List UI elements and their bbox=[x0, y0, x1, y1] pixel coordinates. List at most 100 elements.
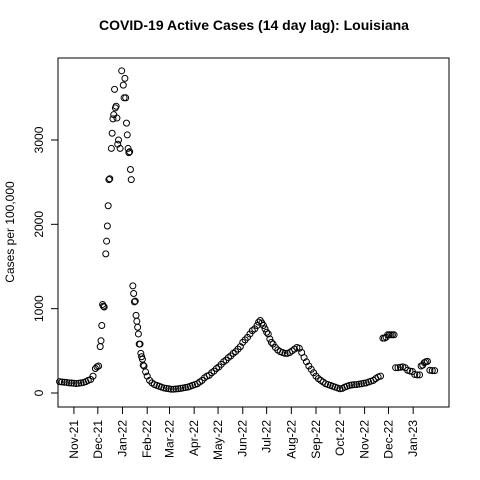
data-point bbox=[177, 384, 185, 392]
data-point bbox=[77, 379, 85, 387]
data-point bbox=[355, 380, 363, 388]
data-point bbox=[63, 378, 71, 386]
data-point bbox=[104, 202, 112, 210]
x-tick-label: Dec-22 bbox=[381, 420, 395, 459]
data-point bbox=[406, 367, 414, 375]
x-tick-label: Jul-22 bbox=[260, 420, 274, 453]
data-point bbox=[413, 371, 421, 379]
data-point bbox=[112, 102, 120, 110]
data-point bbox=[89, 372, 97, 380]
data-point bbox=[121, 74, 129, 82]
data-point bbox=[133, 317, 141, 325]
x-tick-label: May-22 bbox=[211, 420, 225, 460]
data-point bbox=[390, 331, 398, 339]
data-point bbox=[396, 363, 404, 371]
x-tick-label: Nov-21 bbox=[67, 420, 81, 459]
y-tick-label: 3000 bbox=[32, 126, 46, 153]
data-point bbox=[72, 380, 80, 388]
x-tick-label: Sep-22 bbox=[309, 420, 323, 459]
data-point bbox=[392, 364, 400, 372]
data-point bbox=[167, 385, 175, 393]
data-point bbox=[350, 381, 358, 389]
data-point bbox=[255, 318, 263, 326]
data-point bbox=[123, 131, 131, 139]
data-point bbox=[426, 366, 434, 374]
data-point bbox=[107, 144, 115, 152]
data-point bbox=[68, 379, 76, 387]
data-point bbox=[353, 381, 361, 389]
y-axis-label: Cases per 100,000 bbox=[3, 181, 17, 283]
data-point bbox=[169, 385, 177, 393]
data-point bbox=[115, 136, 123, 144]
plot-frame bbox=[57, 57, 450, 408]
data-point bbox=[357, 380, 365, 388]
data-point bbox=[131, 297, 139, 305]
data-point bbox=[122, 94, 130, 102]
data-point bbox=[160, 384, 168, 392]
data-point bbox=[56, 378, 64, 386]
data-point bbox=[118, 67, 126, 75]
data-point bbox=[126, 165, 134, 173]
data-point bbox=[136, 340, 144, 348]
data-point bbox=[108, 129, 116, 137]
data-point bbox=[106, 175, 114, 183]
data-point bbox=[174, 385, 182, 393]
data-point bbox=[109, 115, 117, 123]
data-point bbox=[377, 372, 385, 380]
data-point bbox=[423, 357, 431, 365]
data-point bbox=[130, 289, 138, 297]
data-point bbox=[100, 303, 108, 311]
data-point bbox=[360, 379, 368, 387]
data-point bbox=[162, 384, 170, 392]
data-point bbox=[428, 367, 436, 375]
y-tick-label: 1000 bbox=[32, 295, 46, 322]
data-point bbox=[411, 370, 419, 378]
data-point bbox=[345, 381, 353, 389]
data-point bbox=[97, 337, 105, 345]
x-tick-label: Aug-22 bbox=[284, 420, 298, 459]
data-point bbox=[129, 282, 137, 290]
x-tick-label: Jan-23 bbox=[406, 420, 420, 457]
data-point bbox=[134, 323, 142, 331]
y-tick-label: 2000 bbox=[32, 211, 46, 238]
data-point bbox=[261, 325, 269, 333]
data-point bbox=[65, 379, 73, 387]
data-point bbox=[125, 149, 133, 157]
data-point bbox=[70, 379, 78, 387]
x-tick-label: Jun-22 bbox=[236, 420, 250, 457]
x-tick-label: Nov-22 bbox=[358, 420, 372, 459]
data-point bbox=[60, 378, 68, 386]
data-point bbox=[113, 114, 121, 122]
data-point bbox=[179, 384, 187, 392]
data-point bbox=[116, 144, 124, 152]
data-point bbox=[142, 368, 150, 376]
data-point bbox=[416, 371, 424, 379]
data-point bbox=[122, 119, 130, 127]
data-point bbox=[58, 378, 66, 386]
data-point bbox=[119, 81, 127, 89]
x-tick-label: Dec-21 bbox=[91, 420, 105, 459]
data-point bbox=[267, 338, 275, 346]
data-point bbox=[172, 385, 180, 393]
data-point bbox=[139, 361, 147, 369]
data-point bbox=[103, 222, 111, 230]
data-point bbox=[124, 144, 132, 152]
x-tick-label: Mar-22 bbox=[162, 420, 176, 458]
data-point bbox=[111, 85, 119, 93]
data-point bbox=[263, 328, 271, 336]
x-tick-label: Feb-22 bbox=[140, 420, 154, 458]
data-point bbox=[264, 330, 272, 338]
data-point bbox=[95, 362, 103, 370]
data-point bbox=[105, 176, 113, 184]
data-point bbox=[103, 237, 111, 245]
data-point bbox=[75, 379, 83, 387]
data-point bbox=[99, 302, 107, 310]
data-point bbox=[132, 311, 140, 319]
data-point bbox=[394, 364, 402, 372]
data-point bbox=[281, 349, 289, 357]
x-tick-label: Jan-22 bbox=[116, 420, 130, 457]
y-tick-label: 0 bbox=[32, 389, 46, 396]
data-point bbox=[348, 381, 356, 389]
